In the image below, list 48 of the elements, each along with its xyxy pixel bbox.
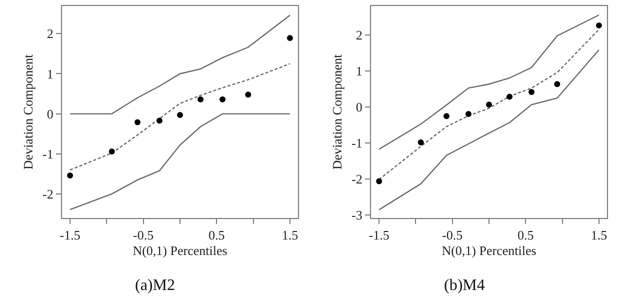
point xyxy=(156,118,162,124)
y-tick-label: -3 xyxy=(352,207,362,222)
x-tick-label: 0.5 xyxy=(208,228,225,243)
point xyxy=(376,178,382,184)
x-axis-title: N(0,1) Percentiles xyxy=(132,243,228,258)
x-tick-label: -0.5 xyxy=(133,228,154,243)
y-tick-label: 0 xyxy=(46,106,54,122)
y-axis-title: Deviation Component xyxy=(330,54,345,170)
x-axis-title: N(0,1) Percentiles xyxy=(442,243,536,258)
x-tick-label: -1.5 xyxy=(368,228,390,243)
point xyxy=(134,119,140,126)
text: (b)M4 xyxy=(444,277,485,294)
y-tick-label: -2 xyxy=(42,186,54,202)
x-tick-label: 1.5 xyxy=(282,228,298,243)
y-tick-label: 1 xyxy=(46,66,54,82)
y-tick-label: 0 xyxy=(356,99,362,114)
y-tick-label: 2 xyxy=(46,26,54,42)
y-axis-title: Deviation Component xyxy=(20,54,36,170)
line-series xyxy=(378,49,600,210)
line-series xyxy=(378,14,600,150)
point xyxy=(286,35,293,42)
point xyxy=(220,96,226,102)
point xyxy=(418,139,424,146)
x-tick-label: 1.5 xyxy=(590,228,608,243)
y-tick-label: -1 xyxy=(352,135,362,150)
point xyxy=(486,102,492,108)
point xyxy=(245,92,252,98)
point xyxy=(596,22,602,28)
point xyxy=(108,148,115,154)
y-tick-label: 2 xyxy=(356,27,362,42)
point xyxy=(443,113,450,120)
x-tick-label: -0.5 xyxy=(442,228,463,243)
x-tick-label: 0.5 xyxy=(518,228,534,243)
point xyxy=(528,89,535,96)
y-tick-label: -1 xyxy=(42,146,54,162)
y-tick-label: -2 xyxy=(352,171,362,186)
text: (a)M2 xyxy=(135,277,175,294)
point xyxy=(506,94,513,100)
point xyxy=(198,96,204,102)
point xyxy=(554,81,560,88)
point xyxy=(67,172,74,179)
line-series xyxy=(69,113,291,210)
point xyxy=(177,112,183,118)
line-series xyxy=(69,63,291,171)
point xyxy=(465,110,472,117)
line-series xyxy=(69,14,291,114)
y-tick-label: 1 xyxy=(356,63,362,78)
x-tick-label: -1.5 xyxy=(60,228,80,243)
